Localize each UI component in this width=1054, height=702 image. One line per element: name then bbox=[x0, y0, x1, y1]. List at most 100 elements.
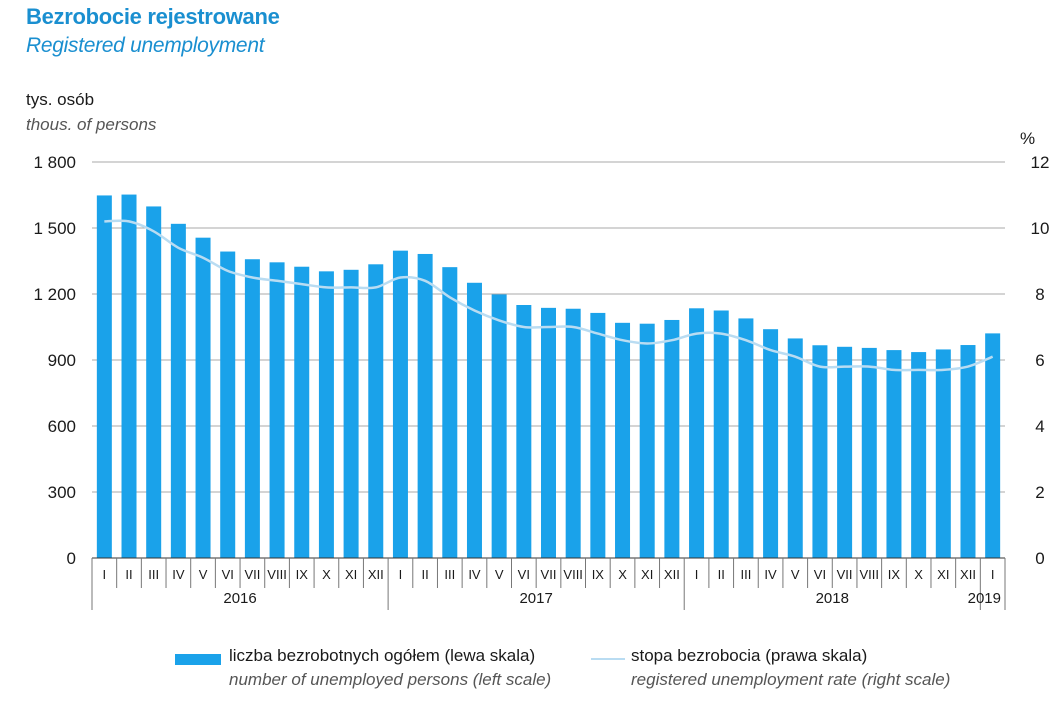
legend-item-line: stopa bezrobocia (prawa skala) registere… bbox=[631, 646, 950, 690]
bar bbox=[220, 251, 236, 559]
bar bbox=[985, 333, 1001, 558]
bar bbox=[294, 266, 310, 558]
month-label: VIII bbox=[860, 567, 880, 582]
rate-line bbox=[104, 219, 994, 372]
month-label: VII bbox=[541, 567, 557, 582]
month-label: VI bbox=[222, 567, 234, 582]
bar bbox=[466, 282, 482, 558]
month-label: X bbox=[322, 567, 331, 582]
legend-line-label-en: registered unemployment rate (right scal… bbox=[631, 670, 951, 689]
bar bbox=[960, 345, 976, 558]
left-tick-label: 1 800 bbox=[33, 153, 76, 172]
legend-item-bars: liczba bezrobotnych ogółem (lewa skala) … bbox=[229, 646, 551, 690]
year-label: 2016 bbox=[223, 590, 256, 607]
legend-bars-label: liczba bezrobotnych ogółem (lewa skala) bbox=[229, 646, 536, 665]
month-label: XII bbox=[368, 567, 384, 582]
bar bbox=[738, 318, 754, 558]
left-axis-unit-en: thous. of persons bbox=[26, 115, 157, 134]
right-tick-label: 0 bbox=[1035, 549, 1044, 568]
legend-bar-swatch bbox=[175, 654, 221, 665]
month-label: VII bbox=[244, 567, 260, 582]
bar bbox=[837, 346, 853, 558]
bar bbox=[911, 352, 927, 558]
month-label: IX bbox=[888, 567, 901, 582]
bar bbox=[442, 267, 458, 558]
month-label: V bbox=[199, 567, 208, 582]
bar bbox=[812, 345, 828, 558]
bar bbox=[368, 264, 384, 558]
bar bbox=[195, 237, 211, 558]
right-tick-label: 4 bbox=[1035, 417, 1044, 436]
month-label: I bbox=[695, 567, 699, 582]
month-label: V bbox=[495, 567, 504, 582]
right-tick-label: 10 bbox=[1031, 219, 1050, 238]
bar bbox=[886, 350, 902, 558]
month-label: III bbox=[740, 567, 751, 582]
bar bbox=[639, 323, 655, 558]
year-label: 2019 bbox=[968, 590, 1001, 607]
month-label: VIII bbox=[563, 567, 583, 582]
bar bbox=[392, 250, 408, 558]
bar bbox=[615, 322, 631, 558]
year-label: 2017 bbox=[519, 590, 552, 607]
bar bbox=[590, 312, 606, 558]
bar bbox=[689, 308, 705, 558]
month-label: II bbox=[422, 567, 429, 582]
month-label: XI bbox=[641, 567, 653, 582]
month-label: II bbox=[125, 567, 132, 582]
bar bbox=[664, 319, 680, 558]
bar bbox=[565, 308, 581, 558]
month-label: IV bbox=[468, 567, 481, 582]
bar bbox=[713, 310, 729, 558]
right-tick-label: 6 bbox=[1035, 351, 1044, 370]
bar bbox=[861, 347, 877, 558]
month-label: XI bbox=[937, 567, 949, 582]
month-label: I bbox=[399, 567, 403, 582]
bar bbox=[146, 206, 162, 558]
month-label: V bbox=[791, 567, 800, 582]
bar bbox=[541, 307, 556, 558]
right-tick-label: 12 bbox=[1031, 153, 1050, 172]
bar bbox=[96, 195, 112, 558]
bar bbox=[763, 329, 779, 558]
left-tick-label: 300 bbox=[48, 483, 76, 502]
bar bbox=[417, 253, 433, 558]
month-label: VII bbox=[837, 567, 853, 582]
left-tick-label: 1 500 bbox=[33, 219, 76, 238]
year-label: 2018 bbox=[816, 590, 849, 607]
month-label: X bbox=[618, 567, 627, 582]
month-label: XI bbox=[345, 567, 357, 582]
bar bbox=[935, 349, 951, 558]
month-label: I bbox=[103, 567, 107, 582]
month-label: III bbox=[148, 567, 159, 582]
chart-subtitle: Registered unemployment bbox=[26, 34, 265, 57]
bar bbox=[491, 294, 507, 558]
legend-bars-label-en: number of unemployed persons (left scale… bbox=[229, 670, 552, 689]
chart-title: Bezrobocie rejestrowane bbox=[26, 4, 280, 29]
legend-line-swatch bbox=[591, 658, 625, 660]
month-label: XII bbox=[960, 567, 976, 582]
bar bbox=[269, 262, 285, 558]
left-tick-label: 900 bbox=[48, 351, 76, 370]
month-label: III bbox=[444, 567, 455, 582]
bar bbox=[121, 194, 137, 558]
bar bbox=[787, 338, 803, 558]
bar bbox=[516, 305, 532, 558]
right-tick-label: 8 bbox=[1035, 285, 1044, 304]
left-axis-unit: tys. osób bbox=[26, 90, 95, 109]
month-label: VI bbox=[814, 567, 826, 582]
month-label: IV bbox=[764, 567, 777, 582]
month-label: IX bbox=[296, 567, 309, 582]
left-tick-label: 600 bbox=[48, 417, 76, 436]
month-label: II bbox=[718, 567, 725, 582]
month-label: IV bbox=[172, 567, 185, 582]
bar bbox=[244, 259, 260, 558]
month-label: IX bbox=[592, 567, 605, 582]
bar bbox=[170, 223, 186, 558]
month-label: VIII bbox=[267, 567, 287, 582]
month-label: VI bbox=[518, 567, 530, 582]
left-tick-label: 1 200 bbox=[33, 285, 76, 304]
right-tick-label: 2 bbox=[1035, 483, 1044, 502]
left-tick-label: 0 bbox=[67, 549, 76, 568]
